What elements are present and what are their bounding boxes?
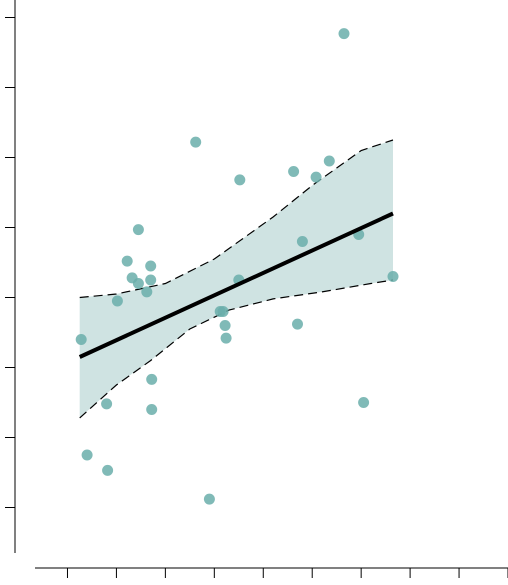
- data-point-22: [234, 174, 246, 186]
- data-point-1: [81, 449, 93, 461]
- data-point-18: [217, 306, 229, 317]
- data-point-15: [190, 136, 202, 148]
- data-point-28: [338, 28, 350, 40]
- data-point-25: [296, 236, 308, 247]
- data-point-31: [387, 271, 399, 282]
- data-point-14: [146, 404, 158, 415]
- data-point-24: [292, 318, 303, 330]
- data-point-11: [145, 260, 157, 272]
- regression-line: [78, 211, 394, 359]
- axes-layer: [5, 0, 508, 578]
- data-point-26: [310, 171, 322, 183]
- data-point-16: [203, 493, 215, 505]
- data-point-3: [102, 464, 114, 476]
- data-point-6: [121, 255, 133, 267]
- fit-line-layer: [78, 211, 394, 359]
- data-point-2: [75, 334, 87, 345]
- data-point-5: [111, 295, 123, 307]
- data-point-10: [141, 286, 153, 298]
- data-point-13: [146, 373, 158, 385]
- data-point-27: [323, 155, 335, 167]
- band-lower-edge: [79, 279, 394, 419]
- data-point-19: [219, 320, 231, 331]
- data-point-9: [132, 224, 144, 236]
- data-point-30: [358, 397, 370, 408]
- data-point-12: [145, 274, 157, 286]
- points-layer: [75, 28, 399, 505]
- data-point-20: [220, 332, 232, 344]
- data-point-23: [288, 166, 300, 177]
- data-point-8: [132, 278, 144, 289]
- data-point-4: [101, 398, 113, 410]
